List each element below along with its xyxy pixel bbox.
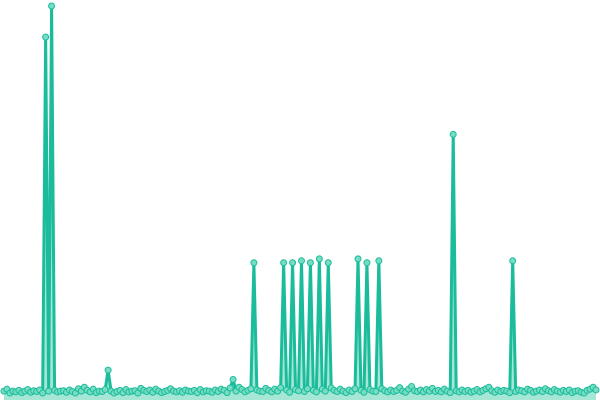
data-point xyxy=(226,384,234,392)
data-point xyxy=(250,259,258,267)
data-point xyxy=(375,257,383,265)
data-point xyxy=(446,389,454,397)
data-point xyxy=(289,259,297,267)
data-point xyxy=(372,387,380,395)
data-point xyxy=(324,259,332,267)
data-point xyxy=(321,387,329,395)
data-point xyxy=(247,385,255,393)
data-point xyxy=(354,255,362,263)
data-point xyxy=(280,259,288,267)
data-point xyxy=(351,385,359,393)
data-point xyxy=(286,388,294,396)
data-point xyxy=(303,385,311,393)
data-point xyxy=(48,2,56,10)
data-point xyxy=(39,389,47,397)
data-point xyxy=(45,387,53,395)
data-point xyxy=(449,130,457,138)
data-point xyxy=(363,259,371,267)
data-point xyxy=(42,33,50,41)
data-point xyxy=(295,387,303,395)
data-point xyxy=(592,386,600,394)
data-point xyxy=(104,366,112,374)
data-point xyxy=(306,259,314,267)
data-point xyxy=(315,255,323,263)
data-point xyxy=(509,257,517,265)
data-point xyxy=(312,388,320,396)
data-point xyxy=(360,388,368,396)
data-point xyxy=(101,386,109,394)
data-point xyxy=(277,384,285,392)
data-point xyxy=(229,375,237,383)
series-line xyxy=(3,4,598,395)
data-point xyxy=(297,257,305,265)
data-point xyxy=(506,389,514,397)
